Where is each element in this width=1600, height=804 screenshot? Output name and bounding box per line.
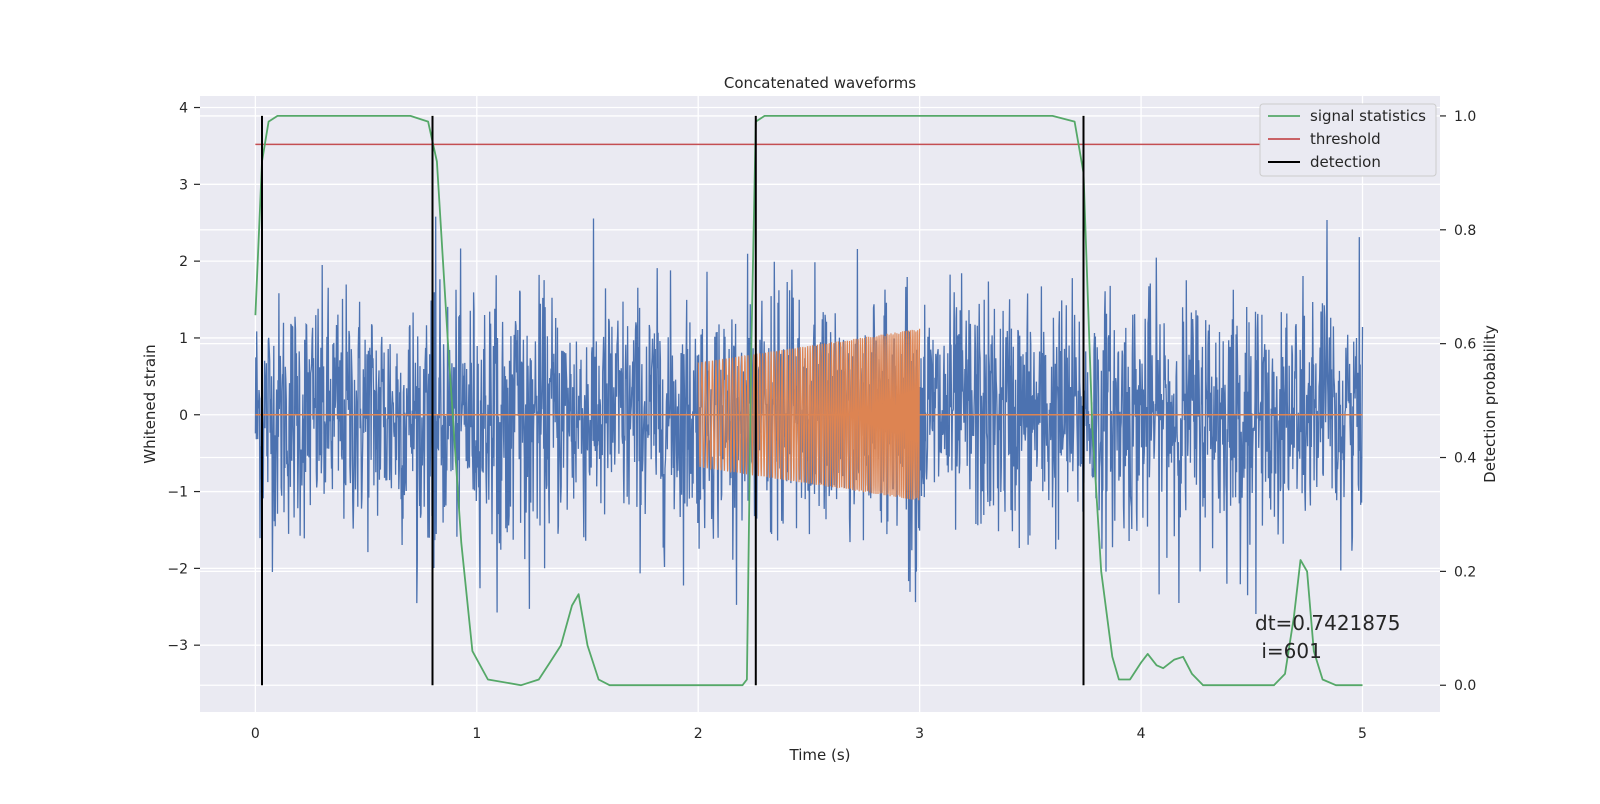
legend-box xyxy=(1259,103,1437,177)
x-tick-label: 0 xyxy=(251,726,260,742)
y-tick-label-left: 2 xyxy=(179,254,188,270)
legend-label-detection: detection xyxy=(1310,153,1381,171)
annotation-dt: dt=0.7421875 xyxy=(1255,611,1400,635)
annotation-i: i=601 xyxy=(1255,639,1322,663)
x-tick-label: 4 xyxy=(1137,726,1146,742)
x-tick-label: 3 xyxy=(915,726,924,742)
y-tick-label-left: 4 xyxy=(179,101,188,117)
signal-statistics-line xyxy=(254,115,1363,687)
chart-title: Concatenated waveforms xyxy=(724,74,916,92)
y-tick-label-right: 0.8 xyxy=(1454,223,1476,239)
y-tick-label-left: −3 xyxy=(167,638,188,654)
y-tick-label-left: −2 xyxy=(167,561,188,577)
y-tick-label-right: 0.6 xyxy=(1454,337,1476,353)
x-axis-label: Time (s) xyxy=(789,746,851,764)
y-axis-label-left: Whitened strain xyxy=(141,344,159,463)
injection-series-line xyxy=(697,328,921,501)
y-tick-label-right: 0.2 xyxy=(1454,564,1476,580)
y-tick-label-right: 1.0 xyxy=(1454,109,1476,125)
plot-area xyxy=(254,115,1364,687)
legend-label-threshold: threshold xyxy=(1310,130,1381,148)
legend: signal statistics threshold detection xyxy=(1259,103,1437,177)
x-tick-label: 5 xyxy=(1358,726,1367,742)
y-tick-label-right: 0.4 xyxy=(1454,451,1476,467)
axes: 0 1 2 3 4 5 −3 −2 −1 0 1 2 3 4 0.0 0.2 0.4 0.6 0.8 1.0 xyxy=(167,101,1476,742)
x-tick-label: 1 xyxy=(472,726,481,742)
y-axis-label-right: Detection probability xyxy=(1481,325,1499,483)
legend-label-signal-statistics: signal statistics xyxy=(1310,107,1426,125)
y-tick-label-right: 0.0 xyxy=(1454,678,1476,694)
y-tick-label-left: −1 xyxy=(167,485,188,501)
y-tick-label-left: 0 xyxy=(179,408,188,424)
y-tick-label-left: 1 xyxy=(179,331,188,347)
x-tick-label: 2 xyxy=(694,726,703,742)
y-tick-label-left: 3 xyxy=(179,177,188,193)
